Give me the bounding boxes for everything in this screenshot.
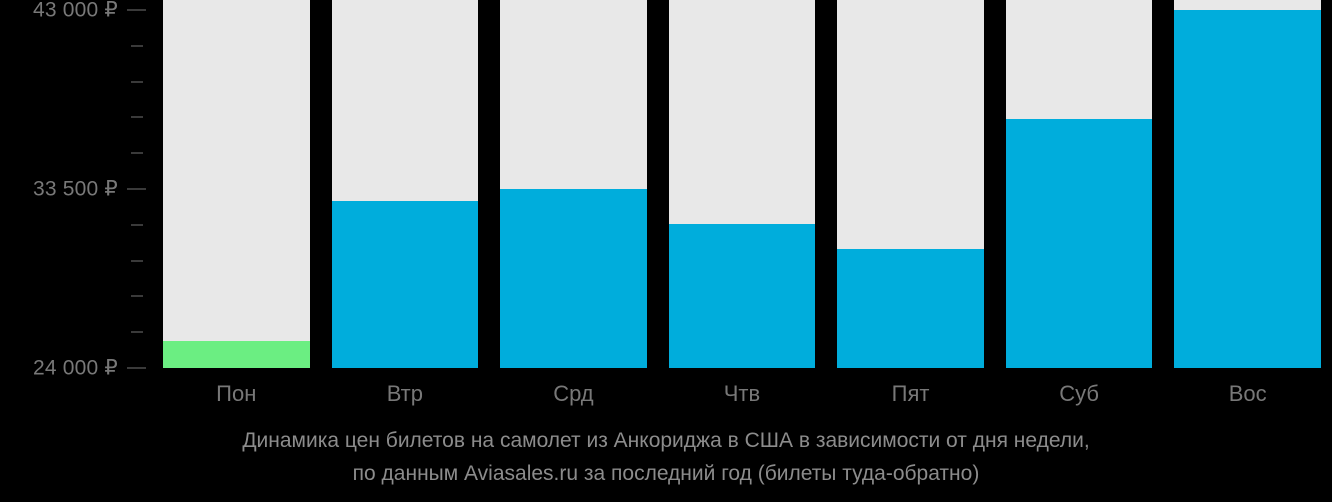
bar-fill <box>163 341 310 368</box>
bar-4[interactable] <box>837 0 984 368</box>
bar-5[interactable] <box>1005 0 1153 368</box>
bar-3[interactable] <box>668 0 816 368</box>
y-axis-tick-major <box>127 188 146 190</box>
y-axis-tick-minor <box>131 44 143 47</box>
bar-fill <box>331 201 479 368</box>
chart-caption: Динамика цен билетов на самолет из Анкор… <box>0 424 1332 490</box>
y-axis-tick-minor <box>131 295 143 298</box>
x-axis-label-4: Пят <box>891 381 930 406</box>
bar-6[interactable] <box>1174 0 1321 368</box>
y-axis-tick-major <box>127 9 146 11</box>
caption-line-2: по данным Aviasales.ru за последний год … <box>352 462 980 485</box>
bar-1[interactable] <box>331 0 479 368</box>
bar-fill <box>837 249 984 368</box>
y-axis-tick-minor <box>131 259 143 262</box>
y-axis-label: 43 000 ₽ <box>32 0 118 22</box>
bar-track <box>163 0 310 368</box>
x-axis-label-0: Пон <box>216 381 257 406</box>
bar-2[interactable] <box>500 0 647 368</box>
plot-area <box>152 0 1332 368</box>
x-axis-label-5: Суб <box>1059 381 1099 406</box>
y-axis-label: 24 000 ₽ <box>32 356 118 380</box>
x-axis-label-2: Срд <box>553 381 594 406</box>
x-axis-label-1: Втр <box>386 381 423 406</box>
x-axis-label-3: Чтв <box>723 381 761 406</box>
y-axis-tick-minor <box>131 331 143 334</box>
y-axis-tick-major <box>127 367 146 369</box>
y-axis-tick-minor <box>131 116 143 119</box>
caption-line-1: Динамика цен билетов на самолет из Анкор… <box>242 429 1090 452</box>
bar-fill <box>668 223 816 368</box>
bar-fill <box>1174 10 1321 368</box>
bar-0[interactable] <box>163 0 310 368</box>
x-axis: Пон Втр Срд Чтв Пят Суб Вос <box>152 368 1332 420</box>
x-axis-label-6: Вос <box>1228 381 1267 406</box>
y-axis-tick-minor <box>131 152 143 155</box>
y-axis-label: 33 500 ₽ <box>32 177 118 201</box>
bar-fill <box>1005 119 1153 368</box>
y-axis-tick-minor <box>131 80 143 83</box>
y-axis-tick-minor <box>131 223 143 226</box>
y-axis: 43 000 ₽ 33 500 ₽ 24 000 ₽ <box>0 0 152 380</box>
bar-fill <box>500 189 647 368</box>
